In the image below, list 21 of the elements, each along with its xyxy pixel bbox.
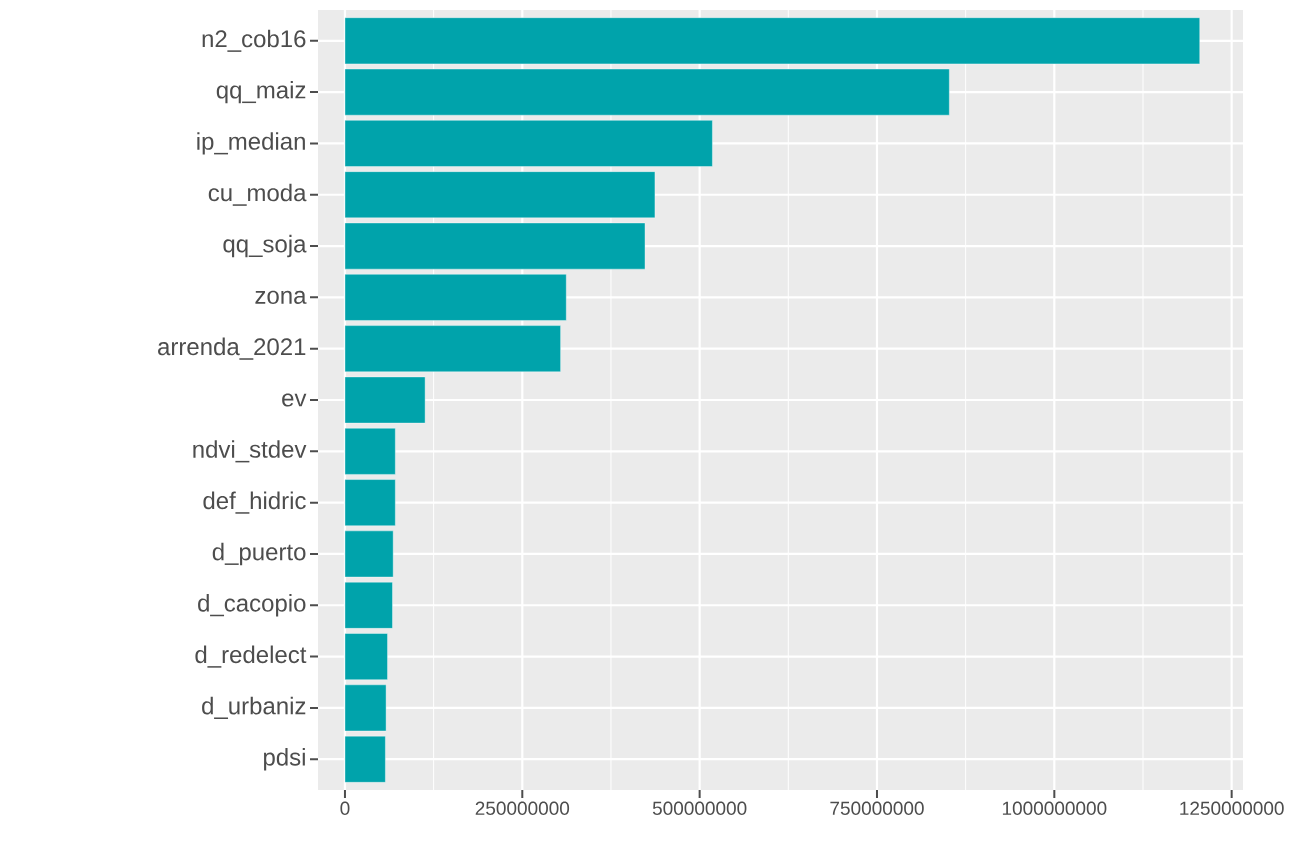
y-tick-label: qq_maiz: [216, 80, 306, 104]
y-tick-label: d_puerto: [212, 542, 306, 566]
y-tick-label: ip_median: [197, 132, 305, 155]
x-tick-label: 0: [340, 801, 350, 815]
y-tick-label: d_redelect: [195, 645, 307, 668]
x-tick-label: 250000000: [475, 801, 570, 815]
x-tick-label: 750000000: [830, 801, 924, 815]
y-tick-label: n2_cob16: [202, 29, 306, 52]
x-tick-label: 1250000000: [1180, 801, 1284, 815]
y-tick-label: cu_moda: [208, 183, 307, 206]
y-tick-label: ndvi_stdev: [193, 440, 307, 463]
y-tick-label: d_cacopio: [198, 594, 306, 617]
y-tick-label: pdsi: [264, 748, 305, 771]
y-tick-label: zona: [255, 290, 307, 304]
y-tick-label: arrenda_2021: [158, 337, 306, 360]
y-tick-label: def_hidric: [203, 491, 306, 514]
x-tick-label: 500000000: [652, 801, 747, 815]
x-tick-label: 1000000000: [1002, 801, 1107, 815]
y-tick-label: d_urbaniz: [202, 696, 306, 719]
y-tick-label: ev: [282, 393, 307, 407]
y-tick-label: qq_soja: [223, 234, 307, 258]
